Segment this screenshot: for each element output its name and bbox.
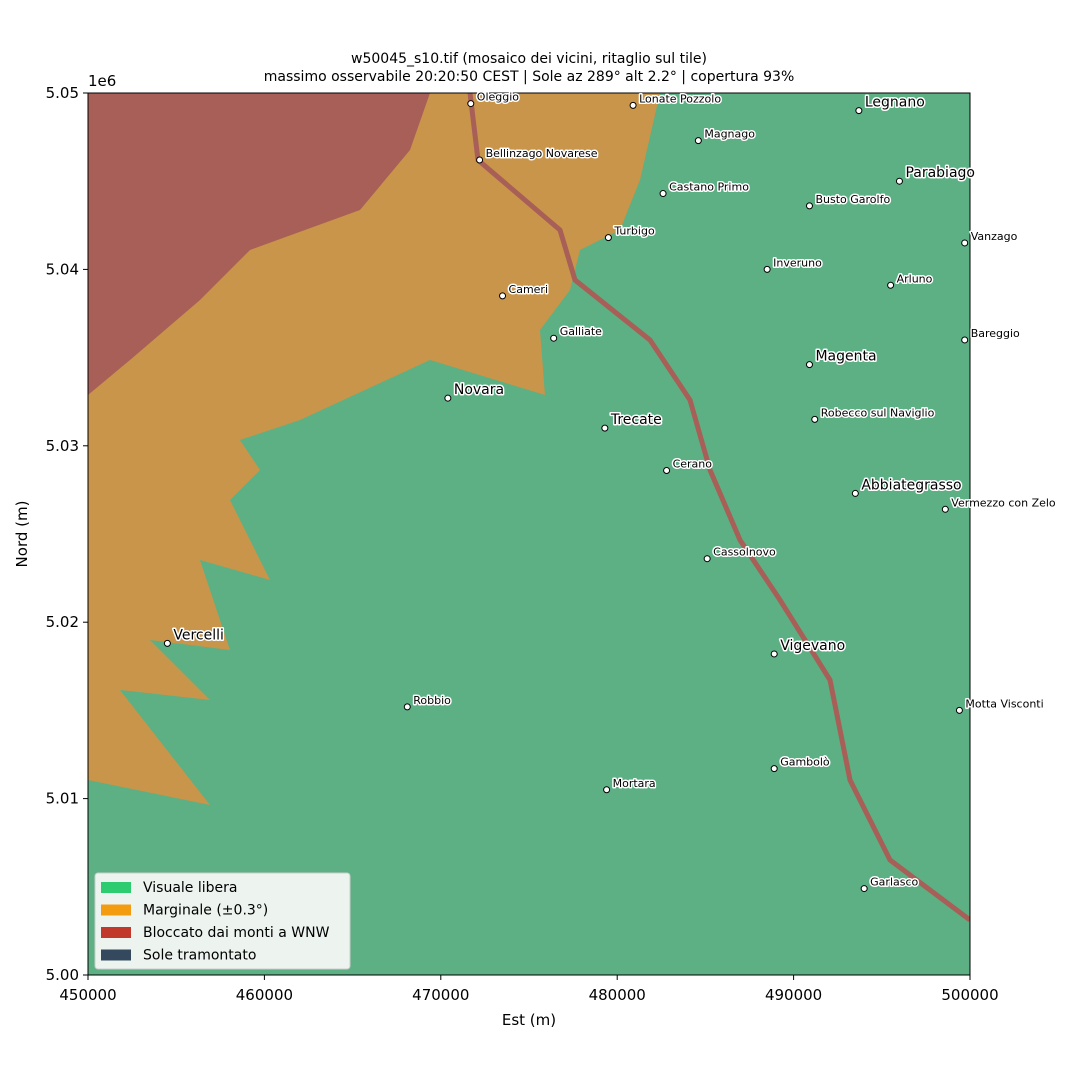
place-label: Lonate Pozzolo — [639, 92, 721, 105]
place-label: Magnago — [704, 128, 755, 141]
place-label: Legnano — [865, 95, 925, 111]
marginal-zone — [88, 93, 660, 805]
place-label: Arluno — [897, 272, 933, 285]
place-marker — [629, 101, 637, 109]
place-marker — [860, 885, 868, 893]
place-label: Novara — [454, 382, 504, 398]
x-tick-label: 470000 — [412, 986, 469, 1004]
place-marker — [855, 107, 863, 115]
place-label: Trecate — [610, 412, 662, 428]
x-tick-label: 450000 — [59, 986, 116, 1004]
legend-label: Visuale libera — [143, 880, 237, 896]
legend-label: Sole tramontato — [143, 948, 256, 964]
place-marker — [467, 100, 475, 108]
place-label: Motta Visconti — [965, 697, 1043, 710]
place-marker — [499, 292, 507, 300]
place-marker — [941, 505, 949, 513]
place-label: Abbiategrasso — [861, 477, 961, 493]
y-axis-label: Nord (m) — [13, 501, 31, 568]
place-label: Magenta — [815, 349, 876, 365]
place-label: Vercelli — [173, 627, 224, 643]
place-label: Galliate — [560, 325, 602, 338]
place-marker — [476, 156, 484, 164]
axes: 450000 460000 470000 480000 490000 500000 5.00… — [46, 84, 999, 1004]
place-label: Oleggio — [477, 91, 520, 104]
y-tick-label: 5.02 — [46, 613, 79, 631]
places: Oleggio Lonate Pozzolo Legnano Magnago Belli… — [163, 89, 1057, 893]
x-axis-label: Est (m) — [502, 1011, 556, 1029]
place-label: Vermezzo con Zelo — [951, 496, 1056, 509]
place-marker — [694, 137, 702, 145]
place-label: Gambolò — [780, 756, 830, 769]
y-tick-label: 5.03 — [46, 437, 79, 455]
place-marker — [550, 334, 558, 342]
place-marker — [770, 765, 778, 773]
place-label: Cerano — [673, 457, 713, 470]
place-marker — [805, 361, 813, 369]
y-tick-label: 5.01 — [46, 790, 79, 808]
y-offset-label: 1e6 — [88, 72, 116, 90]
place-label: Vigevano — [780, 638, 845, 654]
y-tick-label: 5.05 — [46, 84, 79, 102]
x-tick-label: 500000 — [941, 986, 998, 1004]
place-marker — [601, 424, 609, 432]
place-marker — [603, 786, 611, 794]
place-marker — [163, 639, 171, 647]
y-tick-label: 5.00 — [46, 966, 79, 984]
place-marker — [770, 650, 778, 658]
place-marker — [444, 394, 452, 402]
legend-swatch — [101, 949, 131, 961]
legend-swatch — [101, 927, 131, 938]
place-marker — [887, 281, 895, 289]
place-marker — [659, 190, 667, 198]
place-marker — [895, 177, 903, 185]
place-marker — [663, 466, 671, 474]
legend-box — [94, 872, 351, 970]
place-marker — [961, 239, 969, 247]
x-tick-label: 480000 — [589, 986, 646, 1004]
place-marker — [961, 336, 969, 344]
place-marker — [604, 234, 612, 242]
place-label: Turbigo — [613, 225, 655, 238]
place-label: Parabiago — [905, 165, 975, 181]
place-label: Bellinzago Novarese — [486, 147, 598, 160]
place-marker — [763, 265, 771, 273]
legend-swatch — [101, 904, 131, 916]
terrain — [88, 93, 970, 975]
place-label: Garlasco — [870, 876, 918, 889]
place-label: Robbio — [413, 694, 451, 707]
plot-frame — [87, 92, 971, 976]
chart-title: w50045_s10.tif (mosaico dei vicini, rita… — [351, 51, 707, 67]
x-tick-label: 460000 — [236, 986, 293, 1004]
place-marker — [811, 415, 819, 423]
place-marker — [955, 706, 963, 714]
x-tick-label: 490000 — [765, 986, 822, 1004]
river-shadow — [467, 93, 970, 922]
place-marker — [703, 555, 711, 563]
place-label: Bareggio — [971, 327, 1020, 340]
place-label: Robecco sul Naviglio — [821, 406, 935, 419]
legend-label: Bloccato dai monti a WNW — [143, 925, 330, 941]
y-tick-label: 5.04 — [46, 260, 79, 278]
place-label: Cassolnovo — [713, 546, 776, 559]
legend-swatch — [101, 882, 131, 893]
place-marker — [851, 489, 859, 497]
place-label: Vanzago — [971, 230, 1018, 243]
place-label: Inveruno — [773, 256, 822, 269]
place-marker — [805, 202, 813, 210]
place-label: Castano Primo — [669, 181, 749, 194]
place-label: Busto Garolfo — [815, 193, 890, 206]
chart-subtitle: massimo osservabile 20:20:50 CEST | Sole… — [264, 69, 795, 85]
legend: Visuale libera Marginale (±0.3°) Bloccato … — [94, 872, 351, 970]
place-label: Mortara — [613, 777, 656, 790]
place-label: Cameri — [509, 283, 548, 296]
legend-label: Marginale (±0.3°) — [143, 903, 268, 919]
place-marker — [403, 703, 411, 711]
blocked-zone — [88, 93, 430, 395]
